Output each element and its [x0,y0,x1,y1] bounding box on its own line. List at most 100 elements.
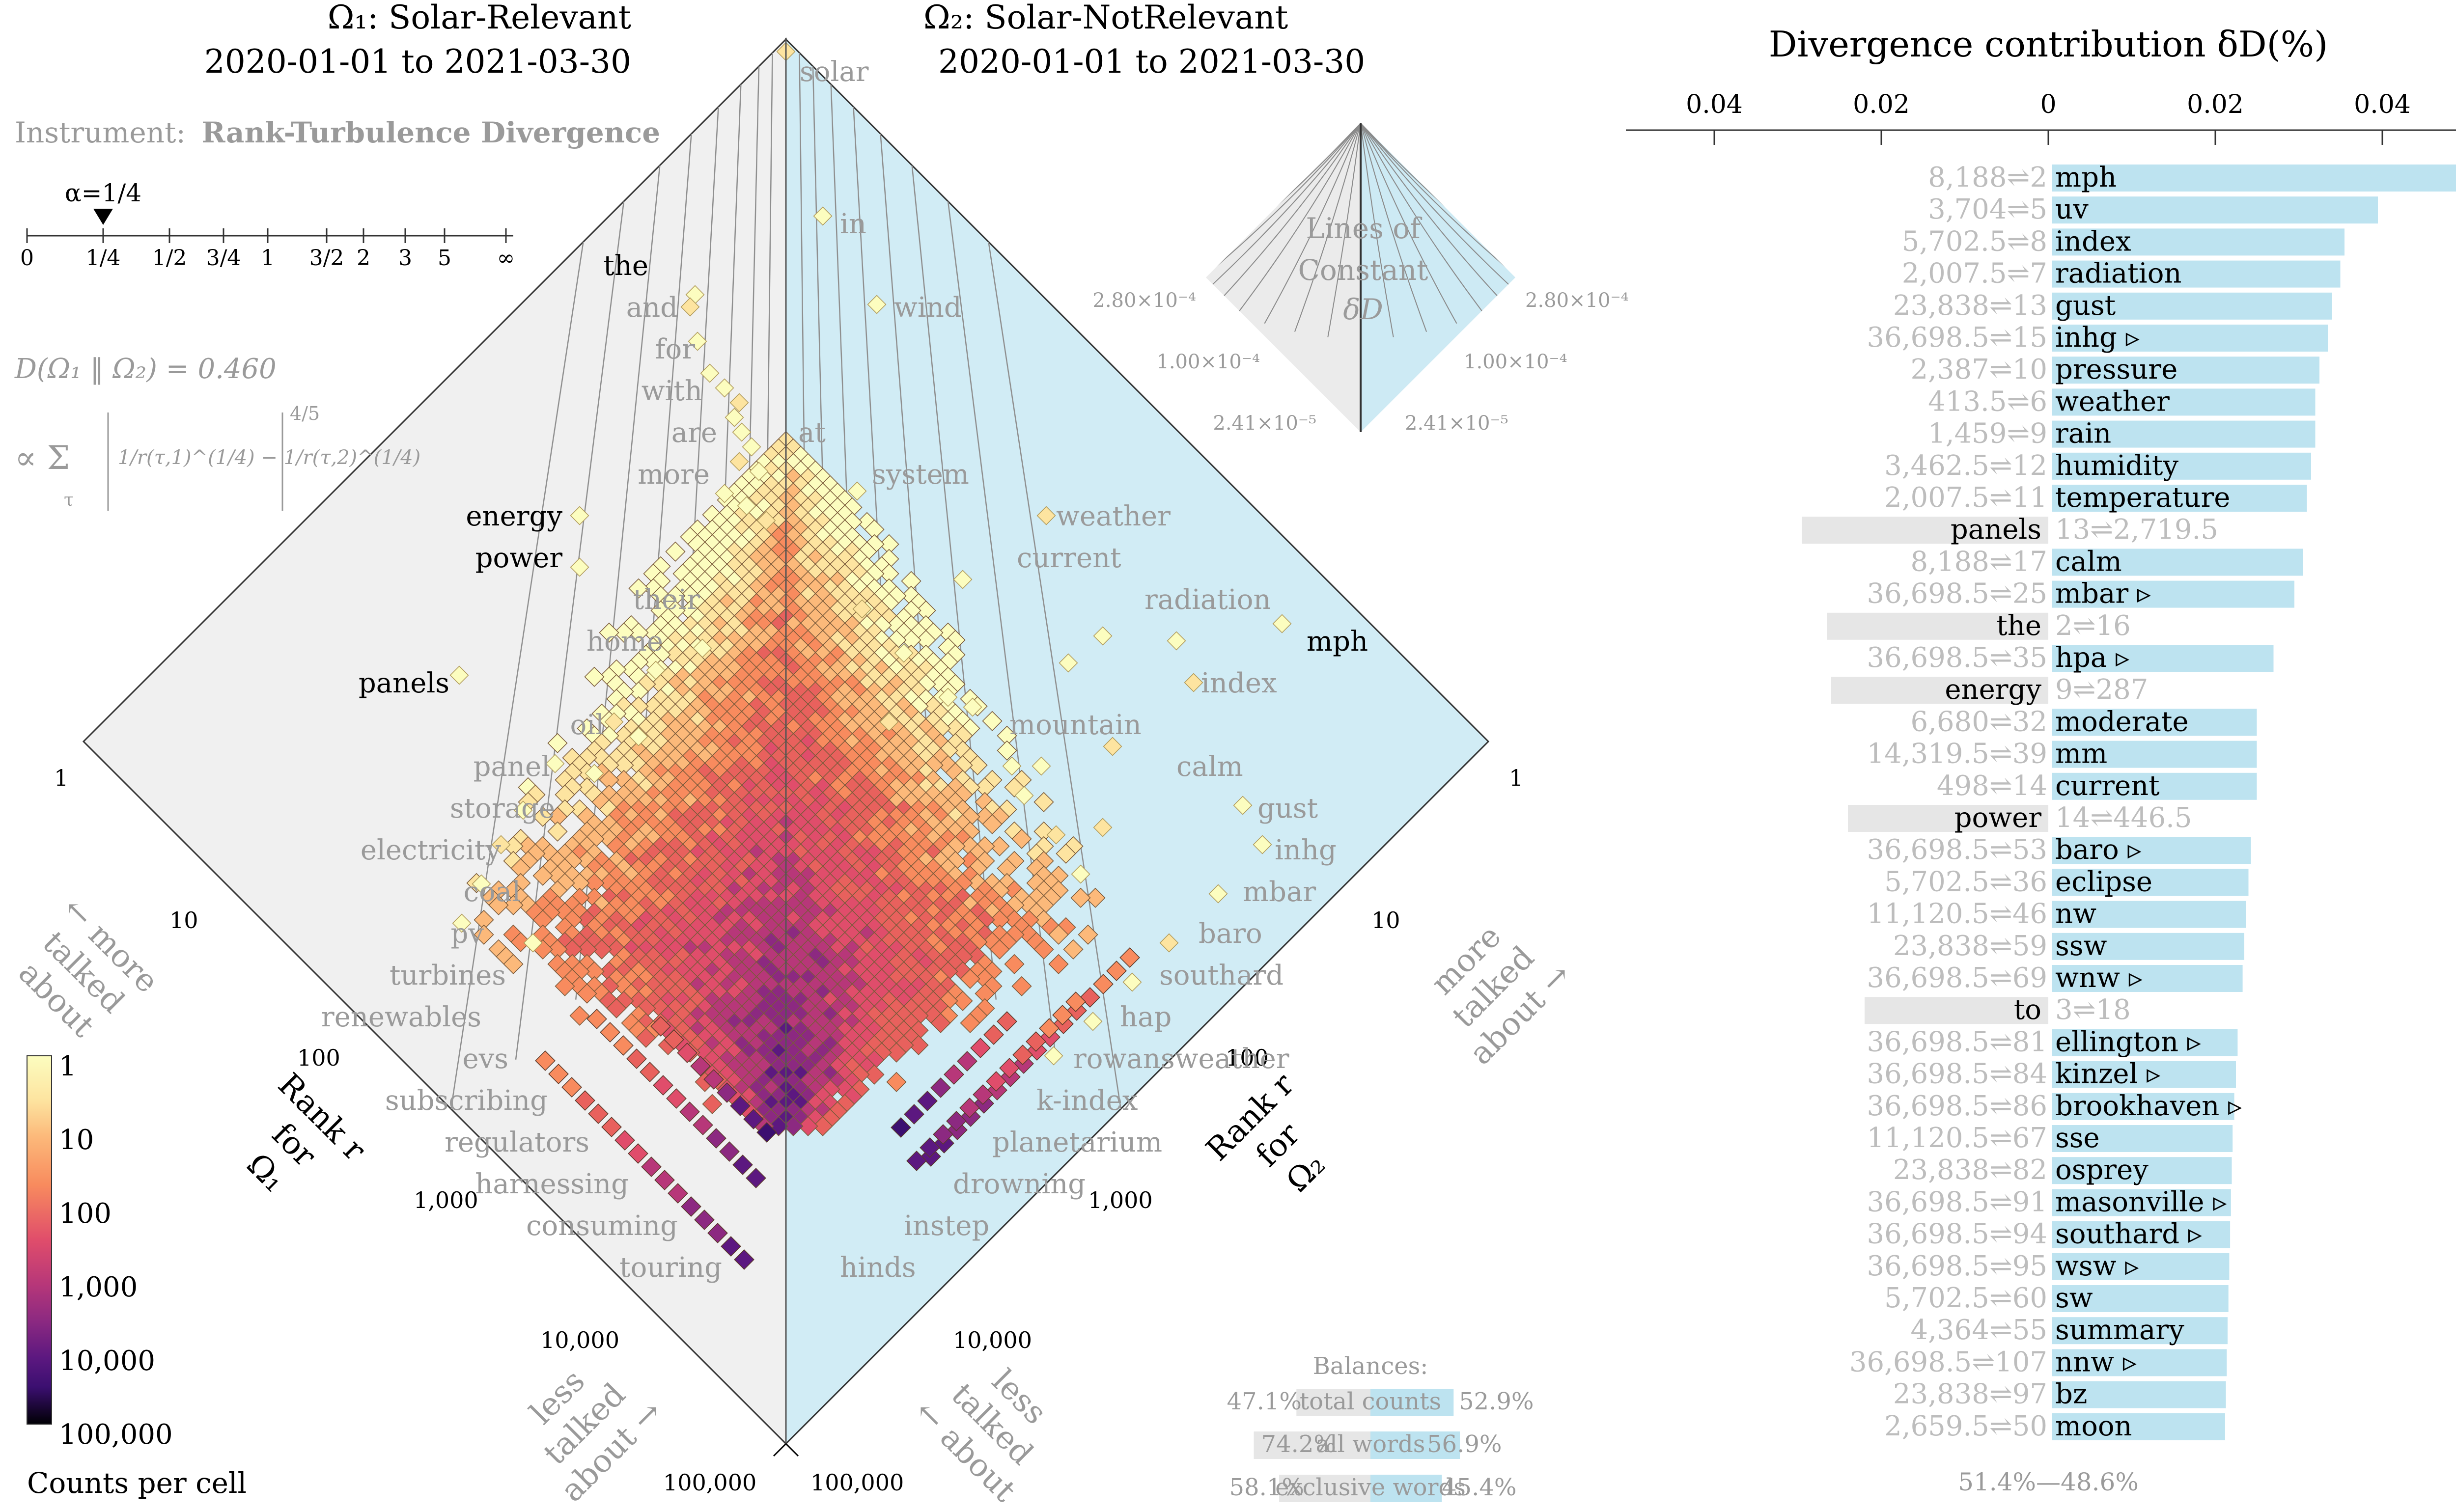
bar-row-bz: 23,838⇌97 bz [1893,1378,2226,1410]
svg-text:δD: δD [1343,293,1383,326]
bar-word: gust [2055,290,2116,322]
word-label: wind [894,292,962,324]
bar-word: radiation [2055,258,2182,290]
svg-text:1,000: 1,000 [59,1271,138,1303]
word-label: consuming [526,1210,678,1242]
word-label: inhg [1275,834,1337,866]
heatmap-cell [916,600,936,621]
word-label: panels [359,667,449,699]
bar-word: calm [2055,546,2122,577]
bar-row-ssw: 23,838⇌59 ssw [1893,930,2244,962]
heatmap-cell [1048,954,1069,974]
bar-ranks: 23,838⇌13 [1893,290,2047,322]
word-label: touring [619,1252,722,1284]
bar [2052,196,2378,224]
balance-left: 47.1% [1227,1388,1302,1415]
bar-word: temperature [2055,482,2230,514]
word-label: renewables [321,1001,481,1033]
heatmap-cell [997,858,1017,879]
colorbar-labels: 1 10 100 1,000 10,000 100,000 [59,1050,173,1451]
bar-ranks: 36,698.5⇌91 [1867,1186,2047,1218]
instrument-label: Instrument: [15,116,186,149]
word-label: subscribing [385,1085,548,1117]
right-axis-title: Rank r for Ω₂ [1200,1066,1333,1199]
svg-text:2.80×10⁻⁴: 2.80×10⁻⁴ [1525,289,1629,312]
bar-axis-tick-label: 0.02 [2187,90,2244,119]
bar-ranks: 5,702.5⇌36 [1884,866,2047,898]
rank-rank-diamond: 1 10 100 1,000 10,000 100,000 1 10 100 1… [11,37,1578,1509]
word-label: hinds [840,1252,916,1284]
system1-title: Ω₁: Solar-Relevant [328,0,631,36]
word-label: current [1017,542,1121,574]
svg-text:Instrument: Rank-Turbule: Instrument: Rank-Turbulence Divergence [15,116,660,149]
bar-word: baro ▹ [2055,834,2142,866]
rank-tick: 10,000 [540,1327,619,1353]
rank-tick: 1,000 [414,1187,478,1213]
bar-row-sw: 5,702.5⇌60 sw [1884,1282,2229,1314]
bar-row-temperature: 2,007.5⇌11 temperature [1884,482,2307,514]
heatmap-cell [901,571,921,591]
heatmap-cell [982,814,1003,834]
system2-header: Ω₂: Solar-NotRelevant 2020-01-01 to 2021… [923,0,1365,81]
bar-row-sse: 11,120.5⇌67 sse [1867,1122,2233,1154]
word-label: index [1201,667,1277,699]
word-label: calm [1176,751,1243,783]
alpha-tick-label: 3/4 [206,246,241,271]
bar-ranks: 36,698.5⇌15 [1867,322,2047,354]
balance-label: exclusive words [1275,1474,1466,1501]
word-label: are [671,417,717,449]
svg-text:2.80×10⁻⁴: 2.80×10⁻⁴ [1092,289,1196,312]
svg-text:4/5: 4/5 [290,403,320,424]
less-talked-about-left: less talked about → [523,1363,670,1509]
system1-dates: 2020-01-01 to 2021-03-30 [204,43,631,81]
bar-row-power: power 14⇌446.5 [1848,802,2192,834]
bar-row-nw: 11,120.5⇌46 nw [1867,898,2246,930]
balances-title: Balances: [1313,1352,1428,1380]
balance-label: all words [1316,1430,1425,1458]
rank-tick: 1,000 [1088,1187,1153,1213]
word-label: hap [1120,1001,1172,1033]
bar-row-inhg: 36,698.5⇌15 inhg ▹ [1867,322,2328,354]
bar-ranks: 36,698.5⇌94 [1867,1218,2047,1250]
bar-word: ssw [2055,930,2107,962]
bar-row-southard: 36,698.5⇌94 southard ▹ [1867,1218,2231,1250]
alpha-marker[interactable] [93,209,113,225]
bar-ranks: 5,702.5⇌60 [1884,1282,2047,1314]
heatmap-cell [997,740,1017,761]
svg-text:1.00×10⁻⁴: 1.00×10⁻⁴ [1464,351,1567,373]
bar-ranks: 3,462.5⇌12 [1884,450,2047,482]
bar-row-nnw: 36,698.5⇌107 nnw ▹ [1849,1346,2227,1378]
bar-word: uv [2055,193,2089,225]
bar-row-rain: 1,459⇌9 rain [1928,418,2316,450]
bar-ranks: 13⇌2,719.5 [2055,514,2218,546]
heatmap-cell [1070,887,1091,908]
heatmap-cell [1048,924,1069,945]
word-label: baro [1199,918,1262,950]
bar-row-mm: 14,319.5⇌39 mm [1867,738,2257,770]
bar-row-osprey: 23,838⇌82 osprey [1893,1154,2232,1186]
bar-ranks: 23,838⇌82 [1893,1154,2047,1186]
balances-panel: Balances: 47.1%total counts 52.9%74.2%all… [1227,1352,1534,1502]
word-label: with [642,375,702,407]
bar-row-humidity: 3,462.5⇌12 humidity [1884,450,2311,482]
alpha-ticks: 0 1/4 1/2 3/4 1 3/2 2 3 5 ∞ [20,228,515,271]
bar-ranks: 23,838⇌59 [1893,930,2047,962]
word-label: home [586,626,663,658]
bar-word: summary [2055,1314,2184,1346]
bar-ranks: 36,698.5⇌107 [1849,1346,2047,1378]
bar-ranks: 2⇌16 [2055,610,2131,642]
balance-right: 52.9% [1459,1388,1534,1415]
word-label: k-index [1036,1085,1138,1117]
alpha-tick-label: 1/2 [152,246,187,271]
word-label: radiation [1144,584,1271,616]
rank-tick: 10 [169,907,198,934]
bar-row-gust: 23,838⇌13 gust [1893,290,2332,322]
bar-ranks: 36,698.5⇌69 [1867,962,2047,994]
bar-row-wsw: 36,698.5⇌95 wsw ▹ [1867,1250,2230,1282]
word-label: evs [462,1043,508,1075]
word-label: at [798,417,826,449]
colorbar [27,1055,52,1425]
bar-ranks: 8,188⇌2 [1928,162,2047,193]
heatmap-cell [1033,792,1054,812]
